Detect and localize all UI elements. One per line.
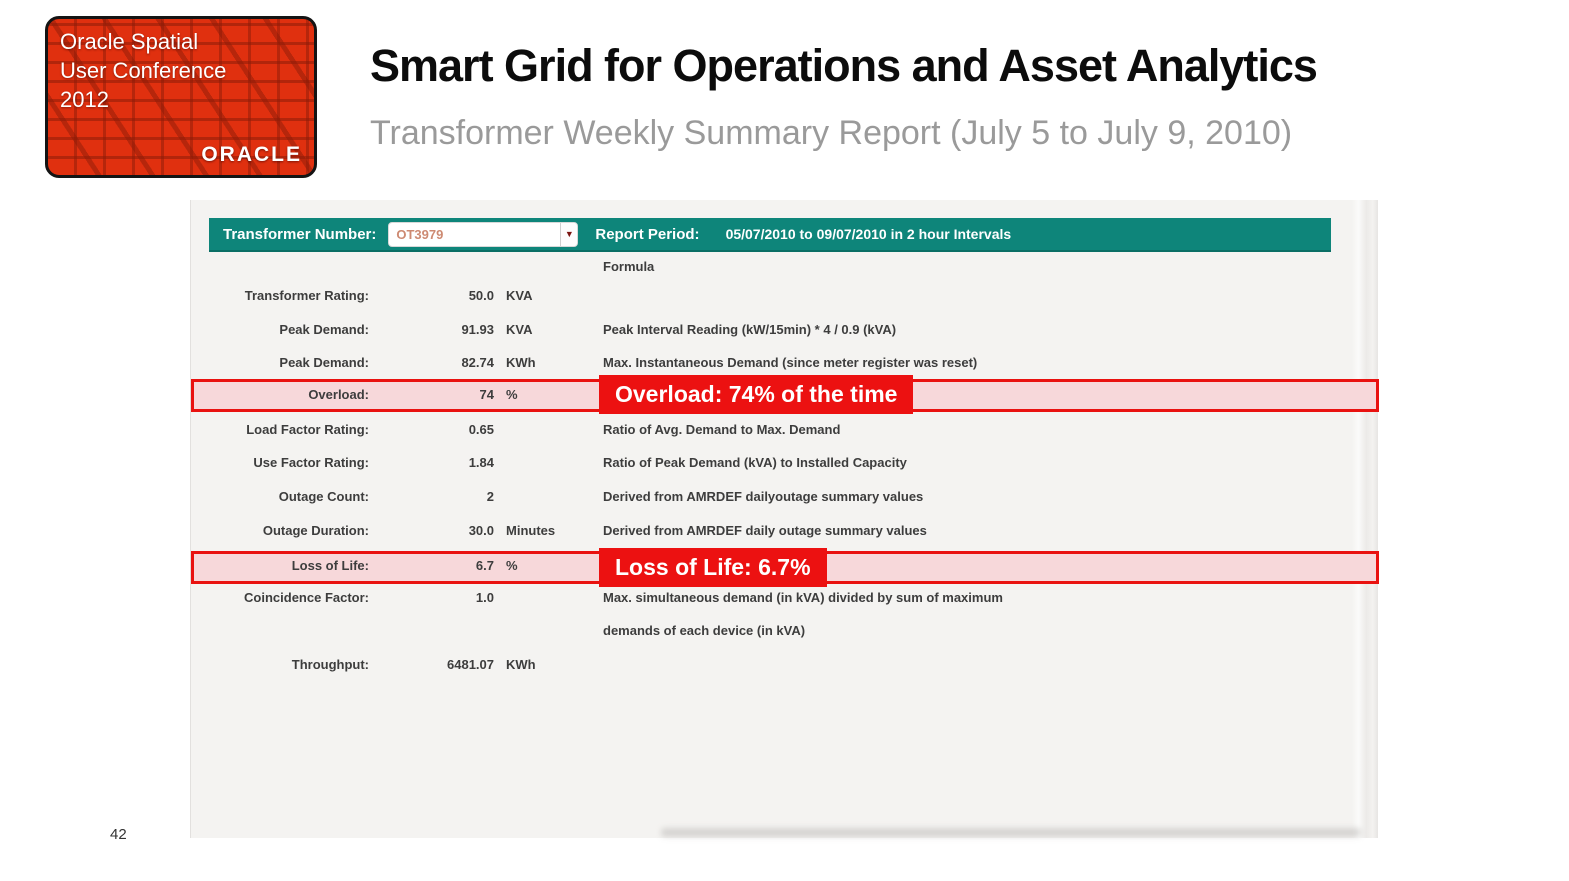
vertical-scrollbar[interactable]	[1352, 200, 1378, 838]
oracle-wordmark: ORACLE	[201, 143, 302, 166]
table-row-transformer-rating: Transformer Rating: 50.0 KVA	[191, 286, 1351, 306]
row-unit: Minutes	[506, 523, 556, 538]
table-row-outage-count: Outage Count: 2 Derived from AMRDEF dail…	[191, 487, 1351, 507]
table-row-use-factor: Use Factor Rating: 1.84 Ratio of Peak De…	[191, 453, 1351, 473]
report-period-label: Report Period:	[595, 225, 700, 243]
transformer-number-dropdown[interactable]: OT3979 ▼	[388, 221, 579, 247]
table-row-coincidence-factor: Coincidence Factor: 1.0 Max. simultaneou…	[191, 588, 1351, 608]
logo-line-2: User Conference	[60, 58, 227, 83]
row-label: Loss of Life:	[291, 558, 369, 573]
page-subtitle: Transformer Weekly Summary Report (July …	[370, 114, 1293, 152]
row-value: 50.0	[468, 288, 494, 303]
row-value: 2	[486, 489, 494, 504]
table-row-peak-demand-kva: Peak Demand: 91.93 KVA Peak Interval Rea…	[191, 320, 1351, 340]
row-value: 1.84	[468, 455, 494, 470]
report-toolbar: Transformer Number: OT3979 ▼ Report Peri…	[209, 218, 1331, 252]
row-value: 74	[479, 387, 494, 402]
row-formula: Max. simultaneous demand (in kVA) divide…	[603, 590, 1003, 605]
row-unit: KVA	[506, 288, 533, 303]
row-value: 30.0	[468, 523, 494, 538]
loss-of-life-callout: Loss of Life: 6.7%	[599, 548, 827, 587]
row-value: 91.93	[461, 322, 494, 337]
formula-column-header: Formula	[603, 259, 655, 274]
overload-callout: Overload: 74% of the time	[599, 375, 914, 414]
row-label: Peak Demand:	[279, 355, 369, 370]
row-label: Overload:	[308, 387, 369, 402]
logo-line-3: 2012	[60, 87, 109, 112]
row-value: 1.0	[475, 590, 494, 605]
logo-line-1: Oracle Spatial	[60, 29, 199, 54]
table-row-outage-duration: Outage Duration: 30.0 Minutes Derived fr…	[191, 521, 1351, 541]
row-label: Load Factor Rating:	[246, 422, 369, 437]
oracle-spatial-conference-logo: Oracle Spatial User Conference 2012 ORAC…	[45, 16, 317, 178]
row-formula: Peak Interval Reading (kW/15min) * 4 / 0…	[603, 322, 897, 337]
row-unit: KWh	[506, 657, 536, 672]
row-unit: KVA	[506, 322, 533, 337]
row-unit: %	[506, 387, 518, 402]
row-formula: Derived from AMRDEF daily outage summary…	[603, 523, 927, 538]
report-period-value: 05/07/2010 to 09/07/2010 in 2 hour Inter…	[725, 226, 1012, 242]
table-row-loss-of-life: Loss of Life: 6.7 %	[191, 556, 1351, 576]
row-formula-continued: demands of each device (in kVA)	[603, 623, 806, 638]
row-value: 6481.07	[447, 657, 494, 672]
row-label: Outage Duration:	[262, 523, 369, 538]
row-unit: %	[506, 558, 518, 573]
row-label: Peak Demand:	[279, 322, 369, 337]
row-value: 82.74	[461, 355, 494, 370]
row-value: 0.65	[468, 422, 494, 437]
row-label: Transformer Rating:	[244, 288, 369, 303]
blurred-footer-artifact	[661, 828, 1361, 837]
row-label: Throughput:	[291, 657, 369, 672]
table-row-load-factor: Load Factor Rating: 0.65 Ratio of Avg. D…	[191, 420, 1351, 440]
row-formula: Ratio of Peak Demand (kVA) to Installed …	[603, 455, 907, 470]
chevron-down-icon[interactable]: ▼	[560, 222, 578, 246]
row-formula: Derived from AMRDEF dailyoutage summary …	[603, 489, 924, 504]
transformer-number-value: OT3979	[396, 226, 444, 242]
transformer-number-label: Transformer Number:	[223, 225, 377, 243]
row-label: Coincidence Factor:	[244, 590, 369, 605]
row-label: Use Factor Rating:	[253, 455, 369, 470]
row-formula: Max. Instantaneous Demand (since meter r…	[603, 355, 978, 370]
page-title: Smart Grid for Operations and Asset Anal…	[370, 40, 1318, 91]
row-unit: KWh	[506, 355, 536, 370]
row-label: Outage Count:	[278, 489, 369, 504]
page-number: 42	[110, 826, 127, 843]
table-row-throughput: Throughput: 6481.07 KWh	[191, 655, 1351, 675]
row-formula: Ratio of Avg. Demand to Max. Demand	[603, 422, 841, 437]
transformer-report-screenshot: Transformer Number: OT3979 ▼ Report Peri…	[190, 200, 1379, 838]
table-row-peak-demand-kwh: Peak Demand: 82.74 KWh Max. Instantaneou…	[191, 353, 1351, 373]
table-row-overload: Overload: 74 %	[191, 385, 1351, 405]
slide-header: Smart Grid for Operations and Asset Anal…	[370, 40, 1540, 153]
row-value: 6.7	[475, 558, 494, 573]
